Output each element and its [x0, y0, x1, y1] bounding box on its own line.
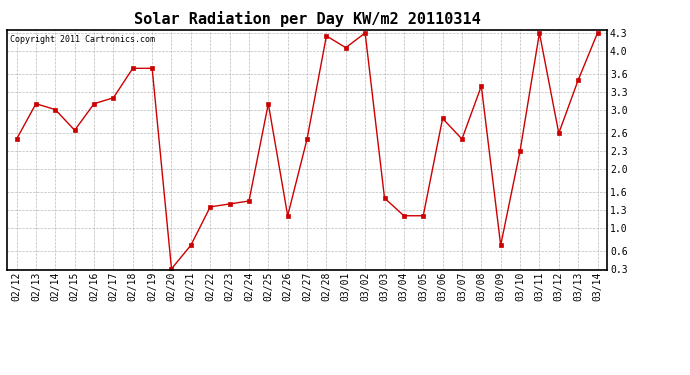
Text: Copyright 2011 Cartronics.com: Copyright 2011 Cartronics.com [10, 35, 155, 44]
Title: Solar Radiation per Day KW/m2 20110314: Solar Radiation per Day KW/m2 20110314 [134, 12, 480, 27]
